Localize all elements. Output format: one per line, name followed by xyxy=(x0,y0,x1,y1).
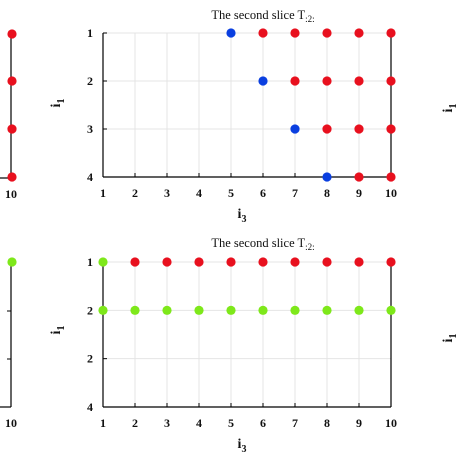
data-point xyxy=(354,28,364,38)
data-point xyxy=(386,76,396,86)
left-partial-top: 10 xyxy=(0,29,17,201)
x-tick-label: 5 xyxy=(228,416,234,430)
x-tick-label: 10 xyxy=(385,416,397,430)
data-point xyxy=(354,257,364,267)
x-tick-label: 4 xyxy=(196,186,202,200)
data-point xyxy=(354,124,364,134)
data-point xyxy=(290,305,300,315)
x-tick-label: 1 xyxy=(100,186,106,200)
right-partial-top-ylabel: i1 xyxy=(441,104,459,113)
data-point xyxy=(226,28,236,38)
x-tick-label: 3 xyxy=(164,416,170,430)
x-tick-label: 3 xyxy=(164,186,170,200)
y-tick-label: 1 xyxy=(87,26,93,40)
y-tick-label: 2 xyxy=(87,74,93,88)
x-tick-label: 9 xyxy=(356,186,362,200)
data-point xyxy=(322,76,332,86)
data-point xyxy=(322,28,332,38)
data-point xyxy=(258,28,268,38)
left-partial-point xyxy=(7,29,17,39)
x-tick-label: 8 xyxy=(324,416,330,430)
left-partial-bottom: 10 xyxy=(0,257,17,430)
data-point xyxy=(322,257,332,267)
data-point xyxy=(290,28,300,38)
left-partial-point xyxy=(7,76,17,86)
left-partial-panels: 10 10 xyxy=(0,29,17,430)
x-tick-label: 6 xyxy=(260,416,266,430)
left-partial-point xyxy=(7,257,17,267)
x-tick-label: 8 xyxy=(324,186,330,200)
x-tick-label: 2 xyxy=(132,186,138,200)
x-tick-label: 2 xyxy=(132,416,138,430)
x-tick-label: 1 xyxy=(100,416,106,430)
chart-1: 1 2 3 4 5 6 7 8 9 10 1 2 3 4 The second slice T:2: i3 i1 xyxy=(49,8,397,225)
data-point xyxy=(258,76,268,86)
y-tick-label: 1 xyxy=(87,255,93,269)
y-tick-label: 3 xyxy=(87,122,93,136)
data-point xyxy=(130,305,140,315)
data-point xyxy=(354,76,364,86)
x-tick-label: 5 xyxy=(228,186,234,200)
x-tick-label: 6 xyxy=(260,186,266,200)
charts: 1 2 3 4 5 6 7 8 9 10 1 2 3 4 The second slice T:2: i3 i1… xyxy=(49,8,397,455)
left-partial-top-tick: 10 xyxy=(5,187,17,201)
data-point xyxy=(386,124,396,134)
right-partial-panels: i1 i1 xyxy=(441,104,459,343)
x-axis-label: i3 xyxy=(238,207,247,225)
data-point xyxy=(322,172,332,182)
data-point xyxy=(290,257,300,267)
data-point xyxy=(386,257,396,267)
data-point xyxy=(322,305,332,315)
data-point xyxy=(98,305,108,315)
left-partial-point xyxy=(7,172,17,182)
chart-title: The second slice T:2: xyxy=(211,8,314,24)
x-tick-label: 4 xyxy=(196,416,202,430)
data-point xyxy=(322,124,332,134)
y-tick-label: 4 xyxy=(87,400,93,414)
data-point xyxy=(162,257,172,267)
y-tick-label: 4 xyxy=(87,170,93,184)
left-partial-point xyxy=(7,124,17,134)
data-point xyxy=(194,305,204,315)
chart-title: The second slice T:2: xyxy=(211,236,314,252)
x-axis-label: i3 xyxy=(238,437,247,455)
left-partial-bottom-tick: 10 xyxy=(5,416,17,430)
data-point xyxy=(354,305,364,315)
data-point xyxy=(354,172,364,182)
y-tick-label: 2 xyxy=(87,303,93,317)
data-point xyxy=(290,76,300,86)
y-axis-label: i1 xyxy=(49,326,67,335)
x-tick-label: 9 xyxy=(356,416,362,430)
x-tick-label: 10 xyxy=(385,186,397,200)
y-axis-label: i1 xyxy=(49,99,67,108)
data-point xyxy=(258,305,268,315)
x-tick-label: 7 xyxy=(292,186,298,200)
x-tick-label: 7 xyxy=(292,416,298,430)
data-point xyxy=(226,257,236,267)
data-point xyxy=(162,305,172,315)
data-point xyxy=(290,124,300,134)
data-point xyxy=(386,28,396,38)
data-point xyxy=(386,172,396,182)
data-point xyxy=(194,257,204,267)
right-partial-bottom-ylabel: i1 xyxy=(441,334,459,343)
data-point xyxy=(130,257,140,267)
data-point xyxy=(98,257,108,267)
chart-2: 1 2 3 4 5 6 7 8 9 10 1 2 2 4 The second slice T:2: i3 i1 xyxy=(49,236,397,455)
y-tick-label: 2 xyxy=(87,352,93,366)
data-point xyxy=(226,305,236,315)
data-point xyxy=(258,257,268,267)
data-point xyxy=(386,305,396,315)
